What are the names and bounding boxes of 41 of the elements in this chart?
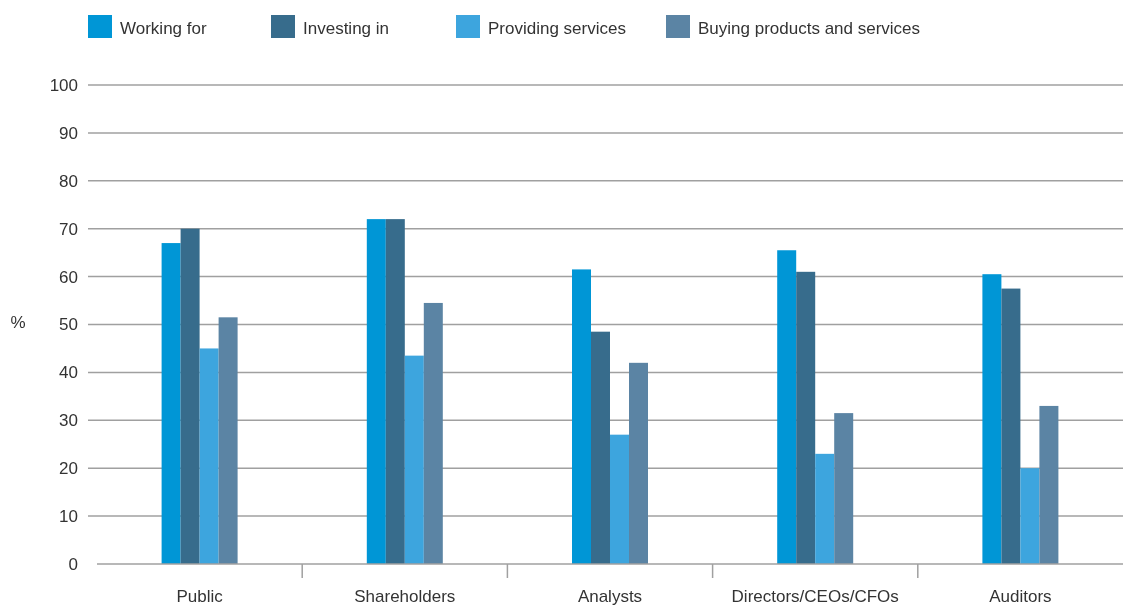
bar: [777, 250, 797, 564]
x-tick-label: Directors/CEOs/CFOs: [731, 587, 899, 606]
bar: [404, 355, 424, 564]
bar: [572, 269, 591, 564]
y-axis-title: %: [10, 312, 26, 332]
y-tick-label: 20: [59, 459, 78, 479]
legend-label: Buying products and services: [698, 19, 921, 38]
bar: [385, 219, 405, 564]
x-tick-label: Auditors: [989, 587, 1052, 606]
x-tick-label: Analysts: [577, 587, 643, 606]
y-tick-label: 50: [59, 315, 78, 335]
x-tick-label: Shareholders: [354, 587, 456, 606]
bar: [180, 228, 200, 564]
legend-label: Investing in: [303, 19, 389, 38]
bar: [366, 219, 386, 564]
y-tick-label: 60: [59, 267, 78, 287]
y-tick-label: 30: [59, 411, 78, 431]
x-tick-label: Public: [176, 587, 224, 606]
y-tick-label: 10: [59, 507, 78, 527]
bar: [1020, 468, 1040, 564]
bar: [815, 453, 835, 564]
y-tick-label: 0: [68, 554, 78, 574]
y-tick-label: 100: [49, 75, 78, 95]
bar: [218, 317, 238, 564]
bar: [423, 302, 443, 564]
y-tick-label: 90: [59, 123, 78, 143]
legend-label: Working for: [120, 19, 207, 38]
y-tick-label: 80: [59, 171, 78, 191]
y-tick-label: 40: [59, 363, 78, 383]
bar: [199, 348, 219, 564]
bar: [1039, 405, 1059, 564]
bar: [796, 271, 816, 564]
bar: [834, 413, 854, 564]
bar: [161, 243, 181, 564]
bar: [591, 331, 610, 564]
legend-label: Providing services: [488, 19, 626, 38]
bar: [1001, 288, 1021, 564]
bar: [629, 362, 648, 564]
y-tick-label: 70: [59, 219, 78, 239]
bar: [982, 274, 1002, 564]
bar: [610, 434, 629, 564]
